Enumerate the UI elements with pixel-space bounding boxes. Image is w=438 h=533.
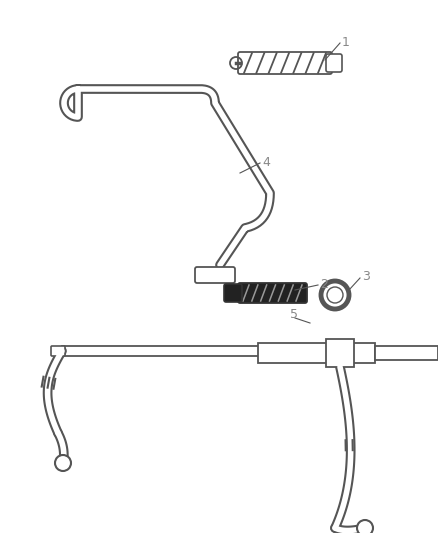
- Text: 3: 3: [362, 271, 370, 284]
- FancyBboxPatch shape: [195, 267, 235, 283]
- Circle shape: [357, 520, 373, 533]
- FancyBboxPatch shape: [326, 54, 342, 72]
- FancyBboxPatch shape: [51, 346, 65, 356]
- Text: 4: 4: [262, 157, 270, 169]
- FancyBboxPatch shape: [326, 339, 354, 367]
- FancyBboxPatch shape: [224, 284, 242, 302]
- Text: 1: 1: [342, 36, 350, 50]
- Bar: [258, 343, 375, 363]
- FancyBboxPatch shape: [238, 283, 307, 303]
- Text: 5: 5: [290, 309, 298, 321]
- Text: 2: 2: [320, 279, 328, 292]
- Circle shape: [55, 455, 71, 471]
- Bar: [375, 346, 438, 360]
- FancyBboxPatch shape: [238, 52, 332, 74]
